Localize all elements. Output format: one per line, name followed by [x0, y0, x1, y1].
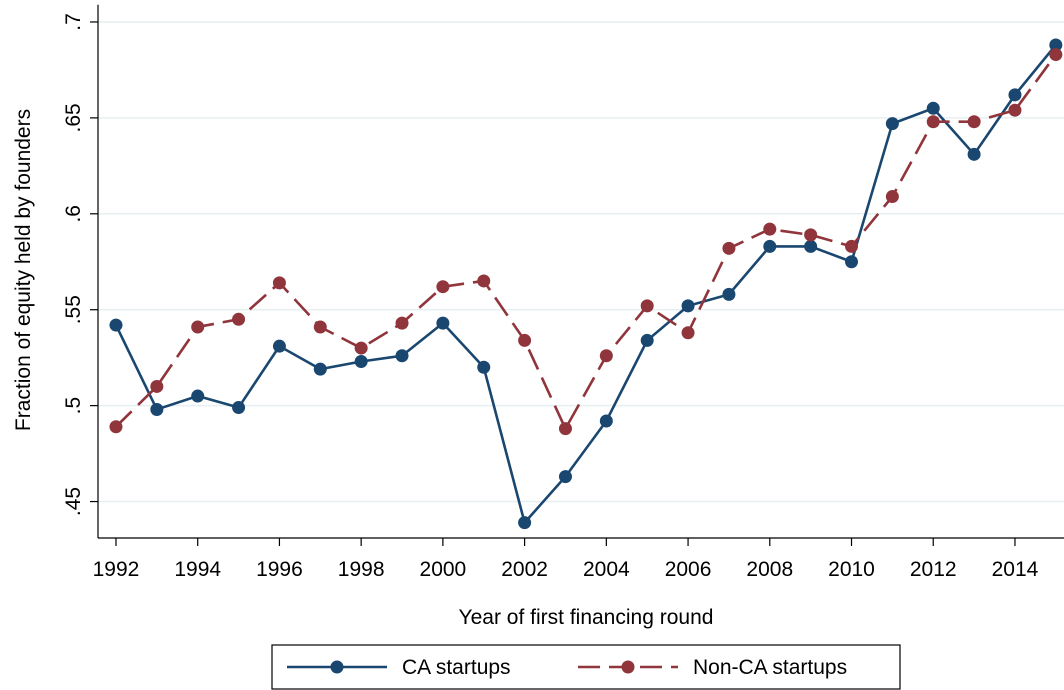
data-point [885, 117, 899, 131]
data-point [967, 147, 981, 161]
data-point [845, 255, 859, 269]
y-tick-label: .45 [62, 487, 85, 516]
x-axis-title: Year of first financing round [459, 606, 714, 629]
x-tick-label: 2014 [992, 558, 1039, 581]
data-point [518, 333, 532, 347]
x-tick-label: 1998 [338, 558, 385, 581]
x-tick-label: 2002 [501, 558, 548, 581]
data-point [804, 228, 818, 242]
data-point [926, 101, 940, 115]
legend-marker [330, 660, 344, 674]
data-point [640, 299, 654, 313]
data-point [109, 420, 123, 434]
x-tick-label: 2004 [583, 558, 630, 581]
data-point [1049, 38, 1063, 52]
data-point [926, 115, 940, 129]
series-line [114, 44, 1057, 526]
x-tick-label: 2000 [420, 558, 467, 581]
data-point [599, 349, 613, 363]
x-tick-label: 2010 [828, 558, 875, 581]
data-point [150, 379, 164, 393]
data-point [436, 316, 450, 330]
data-point [681, 326, 695, 340]
data-point [477, 274, 491, 288]
x-tick-label: 1996 [256, 558, 303, 581]
data-point [885, 190, 899, 204]
data-point [599, 414, 613, 428]
data-point [763, 239, 777, 253]
data-point [763, 222, 777, 236]
data-point [967, 115, 981, 129]
y-tick-label: .55 [62, 295, 85, 324]
x-tick-label: 2012 [910, 558, 957, 581]
data-point [272, 276, 286, 290]
data-point [150, 402, 164, 416]
x-tick-label: 1992 [93, 558, 140, 581]
y-axis-title: Fraction of equity held by founders [12, 109, 35, 431]
data-point [477, 360, 491, 374]
y-tick-label: .65 [62, 103, 85, 132]
data-point [191, 320, 205, 334]
data-point [722, 241, 736, 255]
data-point [1008, 103, 1022, 117]
x-tick-label: 2006 [665, 558, 712, 581]
data-point [232, 401, 246, 415]
data-point [313, 362, 327, 376]
data-point [395, 316, 409, 330]
y-tick-label: .5 [62, 397, 85, 415]
data-point [845, 239, 859, 253]
data-point [395, 349, 409, 363]
data-point [436, 280, 450, 294]
series-line [115, 53, 1057, 432]
data-point [354, 355, 368, 369]
legend-label: CA startups [402, 656, 511, 679]
data-point [191, 389, 205, 403]
x-tick-label: 1994 [174, 558, 221, 581]
y-tick-label: .6 [62, 205, 85, 223]
data-point [354, 341, 368, 355]
legend: CA startups Non-CA startups [271, 644, 901, 690]
data-point [804, 239, 818, 253]
data-point [640, 333, 654, 347]
data-point [109, 318, 123, 332]
legend-marker [621, 660, 635, 674]
data-point [518, 516, 532, 530]
data-point [1049, 48, 1063, 62]
x-tick-label: 2008 [746, 558, 793, 581]
data-point [722, 287, 736, 301]
data-point [558, 422, 572, 436]
data-point [272, 339, 286, 353]
data-point [558, 470, 572, 484]
data-point [232, 312, 246, 326]
data-point [313, 320, 327, 334]
legend-label: Non-CA startups [693, 656, 847, 679]
y-tick-label: .7 [62, 13, 85, 31]
data-point [1008, 88, 1022, 102]
data-point [681, 299, 695, 313]
